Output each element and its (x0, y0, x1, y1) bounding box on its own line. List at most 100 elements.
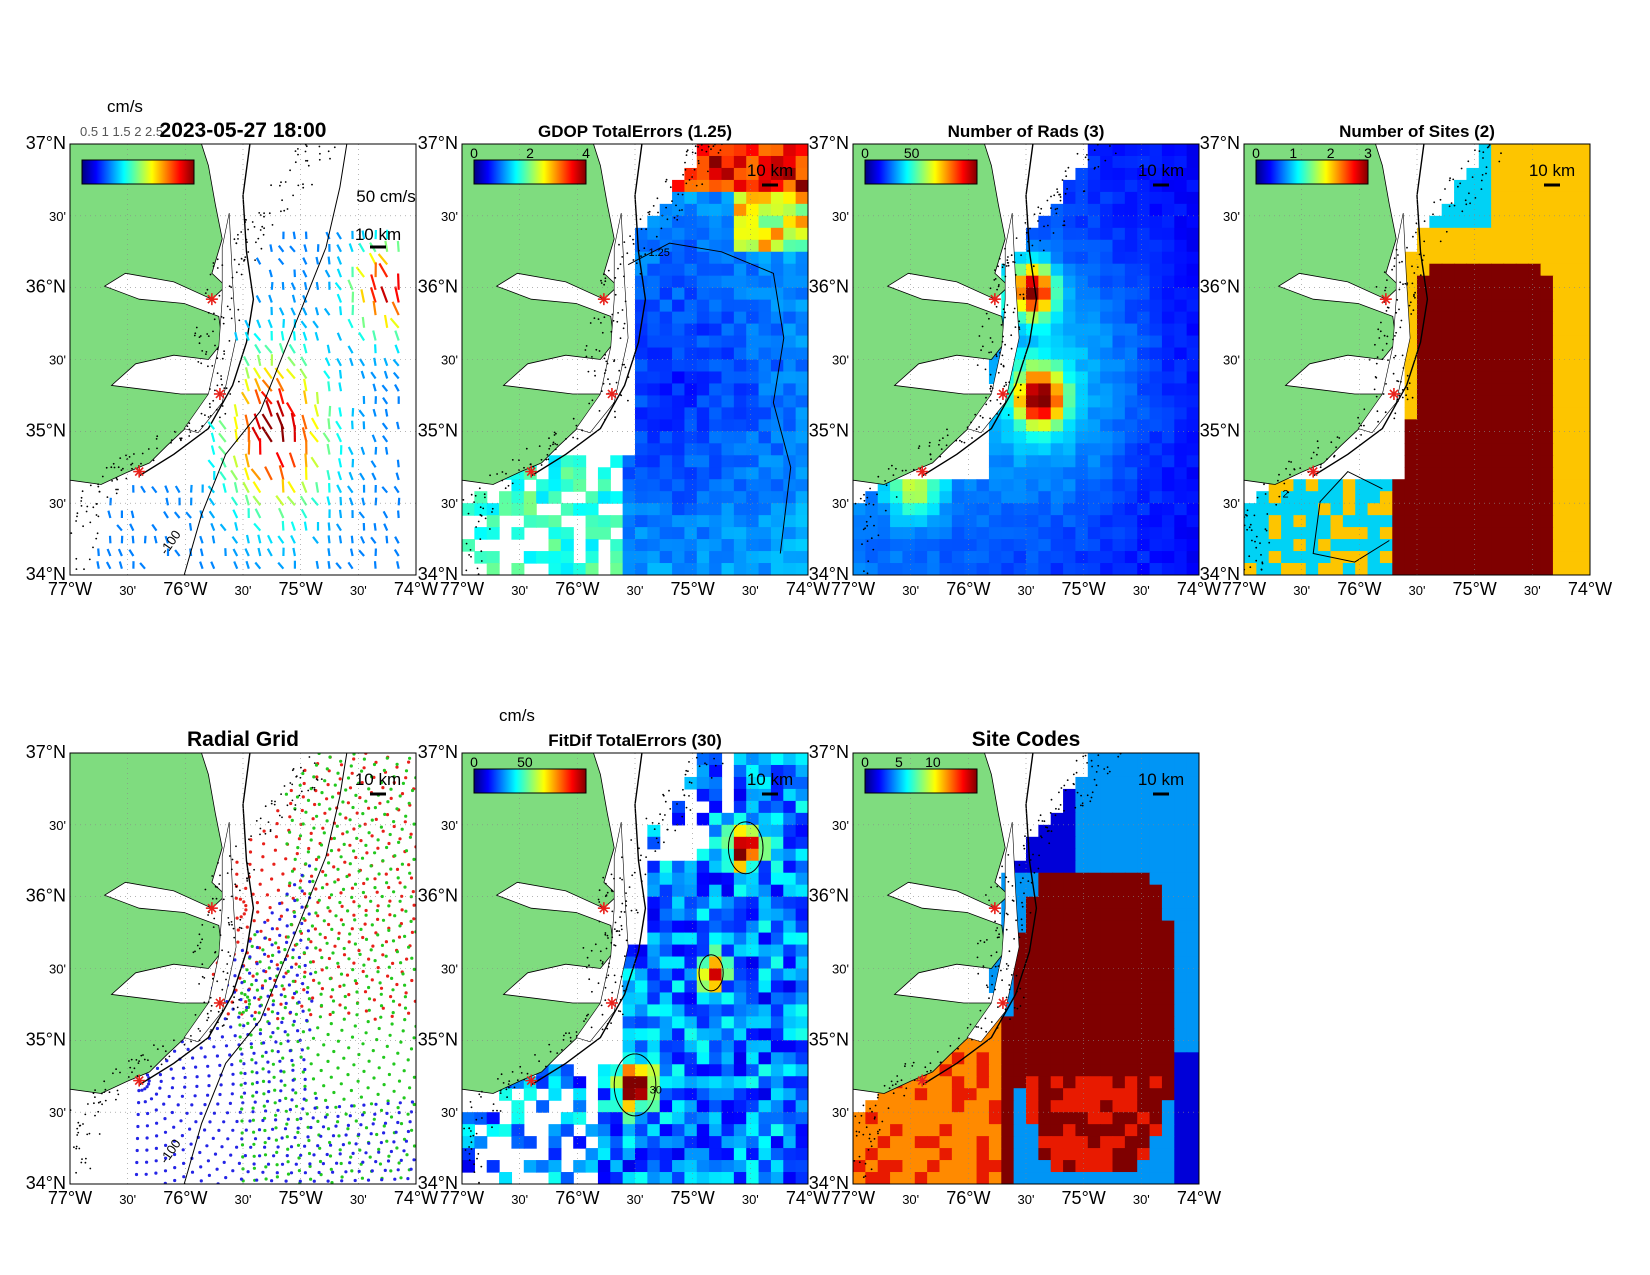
coast-dot (995, 305, 998, 308)
radial-point (280, 1162, 285, 1166)
grid-cell (1503, 179, 1517, 193)
grid-cell (1491, 299, 1505, 313)
radial-point (147, 1082, 151, 1086)
grid-cell (758, 383, 772, 397)
grid-cell (1429, 455, 1443, 468)
coast-dot (92, 546, 94, 549)
grid-cell (684, 515, 698, 528)
grid-cell (1466, 515, 1480, 528)
grid-cell (696, 203, 710, 217)
grid-cell (1466, 215, 1480, 229)
coast-dot (529, 463, 532, 466)
coast-dot (1046, 199, 1049, 202)
grid-cell (1441, 239, 1455, 253)
grid-cell (927, 491, 941, 504)
coast-dot (622, 327, 625, 330)
current-vector (360, 370, 366, 379)
grid-cell (1161, 359, 1175, 373)
coast-dot (183, 1043, 186, 1046)
grid-cell (1038, 239, 1052, 253)
grid-cell (1087, 215, 1101, 229)
grid-cell (1050, 347, 1064, 361)
radial-point (338, 777, 342, 781)
grid-cell (610, 539, 624, 552)
grid-cell (746, 896, 760, 910)
depth-contour (183, 753, 348, 1184)
grid-cell (1454, 419, 1468, 432)
radial-point (379, 1141, 383, 1145)
current-vector (371, 472, 377, 481)
grid-cell (647, 419, 661, 432)
coast-dot (129, 1066, 132, 1069)
colorbar-tick-label: 2 (526, 145, 534, 161)
coast-dot (1413, 293, 1415, 296)
coast-speckle (853, 144, 1117, 575)
radial-point (305, 990, 309, 994)
grid-cell (1087, 431, 1101, 444)
grid-cell (622, 539, 636, 552)
radial-point (255, 972, 259, 976)
radial-point (246, 995, 250, 999)
grid-cell (672, 932, 686, 946)
grid-cell (795, 455, 808, 468)
grid-cell (635, 503, 648, 516)
coast-dot (1285, 467, 1287, 470)
coast-dot (262, 233, 265, 236)
radial-point (284, 1179, 288, 1183)
radial-point (252, 1130, 256, 1134)
grid-cell (1124, 539, 1138, 552)
grid-cell (1174, 455, 1188, 468)
grid-cell (1577, 467, 1590, 480)
radial-point (342, 983, 346, 987)
coast-dot (222, 322, 225, 325)
coast-dot (103, 1080, 106, 1083)
grid-cell (1565, 347, 1579, 361)
coast-dot (1461, 210, 1464, 213)
grid-cell (1528, 299, 1542, 313)
grid-cell (795, 311, 808, 325)
grid-cell (1552, 203, 1566, 217)
radial-point (366, 1020, 370, 1024)
coast-dot (1003, 385, 1006, 388)
coast-dot (1056, 188, 1058, 191)
lon-tick-label: 74°W (394, 579, 438, 599)
grid-cell (1137, 299, 1151, 313)
current-vector (360, 289, 366, 303)
grid-cell (659, 263, 673, 277)
coast-dot (207, 311, 210, 314)
radial-point (231, 1082, 235, 1086)
current-vector (392, 371, 400, 380)
grid-cell (733, 179, 747, 193)
current-vector (210, 445, 216, 455)
grid-cell (758, 347, 772, 361)
grid-cell (1540, 275, 1554, 289)
grid-cell (927, 551, 941, 564)
grid-cell (758, 275, 772, 289)
coast-dot (1260, 568, 1263, 571)
grid-cell (1528, 347, 1542, 361)
grid-cell (783, 395, 797, 408)
grid-cell (684, 503, 698, 516)
radial-point (340, 904, 344, 909)
grid-cell (783, 299, 797, 313)
coast-dot (556, 443, 558, 446)
radial-point (276, 946, 281, 950)
current-vector (278, 465, 285, 481)
coast-dot (286, 804, 289, 807)
radial-point (402, 1069, 406, 1073)
radial-point (339, 855, 343, 859)
coast-dot (1293, 468, 1296, 470)
grid-cell (1491, 443, 1505, 456)
current-vector (338, 369, 343, 379)
radial-point (410, 788, 415, 793)
grid-cell (783, 287, 797, 301)
coast-dot (1237, 515, 1239, 517)
radial-point (378, 1162, 383, 1166)
lat-tick-label: 30' (49, 962, 66, 977)
coast-dot (917, 447, 920, 449)
coast-dot (231, 858, 234, 861)
coast-dot (232, 927, 235, 930)
grid-cell (1540, 203, 1554, 217)
grid-cell (696, 896, 710, 910)
grid-cell (783, 311, 797, 325)
